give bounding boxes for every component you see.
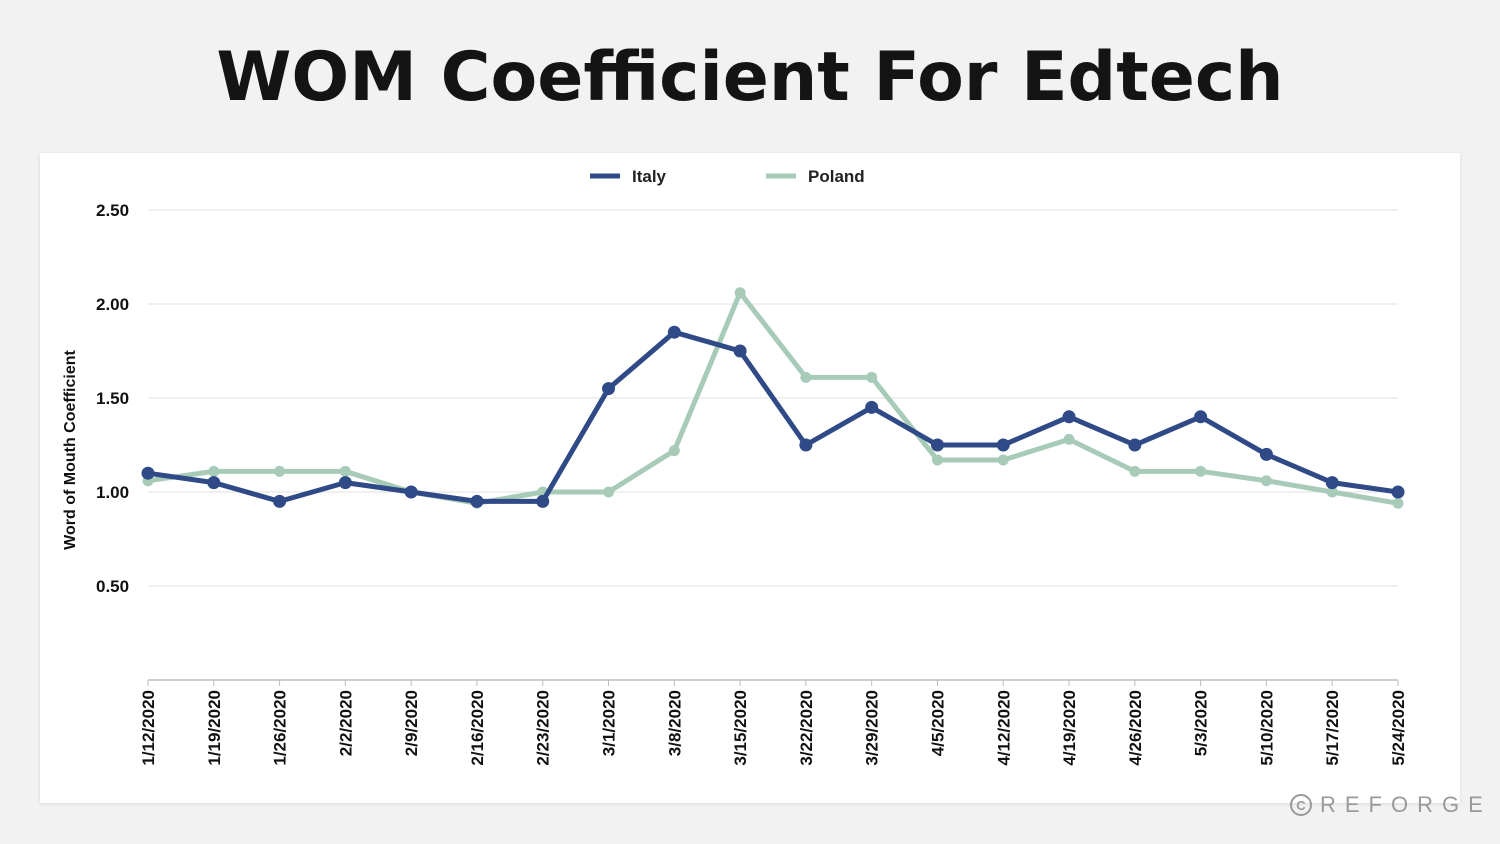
data-point-italy <box>996 438 1010 452</box>
data-point-italy <box>1128 438 1142 452</box>
data-point-poland <box>603 486 615 498</box>
data-point-italy <box>1259 447 1273 461</box>
x-tick-label: 3/22/2020 <box>797 690 816 766</box>
data-point-italy <box>799 438 813 452</box>
watermark-text: REFORGE <box>1320 792 1492 817</box>
data-point-poland <box>1129 465 1141 477</box>
x-tick-label: 5/3/2020 <box>1192 690 1211 756</box>
data-point-italy <box>273 494 287 508</box>
data-point-poland <box>800 371 812 383</box>
x-tick-label: 3/29/2020 <box>863 690 882 766</box>
data-point-poland <box>1326 486 1338 498</box>
data-point-poland <box>339 465 351 477</box>
x-tick-label: 4/19/2020 <box>1060 690 1079 766</box>
data-point-italy <box>470 494 484 508</box>
x-tick-label: 3/8/2020 <box>665 690 684 756</box>
data-point-italy <box>141 466 155 480</box>
x-tick-label: 2/9/2020 <box>402 690 421 756</box>
data-point-italy <box>404 485 418 499</box>
x-tick-label: 2/23/2020 <box>534 690 553 766</box>
copyright-icon: C <box>1290 794 1312 816</box>
data-point-italy <box>865 400 879 414</box>
y-tick-label: 1.00 <box>96 483 129 502</box>
x-tick-label: 2/2/2020 <box>336 690 355 756</box>
data-point-italy <box>667 325 681 339</box>
x-tick-label: 5/10/2020 <box>1257 690 1276 766</box>
page-title: WOM Coefficient For Edtech <box>216 38 1284 117</box>
data-point-italy <box>602 382 616 396</box>
data-point-italy <box>1062 410 1076 424</box>
data-point-italy <box>733 344 747 358</box>
y-tick-label: 2.00 <box>96 295 129 314</box>
data-point-italy <box>1391 485 1405 499</box>
series-line-poland <box>145 290 1401 506</box>
x-tick-label: 4/5/2020 <box>928 690 947 756</box>
data-point-italy <box>930 438 944 452</box>
series-italy <box>141 325 1405 508</box>
line-chart: 0.50 1.00 1.50 2.00 2.50 1/12/2020 1/19/2020 1/… <box>62 167 1408 766</box>
x-tick-label: 5/17/2020 <box>1323 690 1342 766</box>
data-point-poland <box>734 287 746 299</box>
data-point-poland <box>1063 433 1075 445</box>
data-point-poland <box>274 465 286 477</box>
x-tick-label: 1/12/2020 <box>139 690 158 766</box>
data-point-poland <box>866 371 878 383</box>
data-point-italy <box>207 476 221 490</box>
legend-item-italy: Italy <box>590 167 667 186</box>
data-point-poland <box>1195 465 1207 477</box>
legend-label-italy: Italy <box>632 167 667 186</box>
x-tick-label: 1/26/2020 <box>271 690 290 766</box>
data-point-poland <box>1260 475 1272 487</box>
series-poland <box>142 287 1404 509</box>
y-tick-label: 2.50 <box>96 201 129 220</box>
x-tick-label: 3/15/2020 <box>731 690 750 766</box>
x-tick-label: 5/24/2020 <box>1389 690 1408 766</box>
data-point-italy <box>536 494 550 508</box>
x-tick-label: 4/12/2020 <box>994 690 1013 766</box>
reforge-watermark: C REFORGE <box>1290 792 1492 818</box>
series-line-italy <box>145 329 1401 504</box>
data-point-poland <box>997 454 1009 466</box>
data-point-poland <box>668 445 680 457</box>
data-point-poland <box>931 454 943 466</box>
y-axis-title: Word of Mouth Coefficient <box>62 349 79 549</box>
y-tick-label: 0.50 <box>96 577 129 596</box>
legend-label-poland: Poland <box>808 167 865 186</box>
x-tick-label: 3/1/2020 <box>600 690 619 756</box>
data-point-poland <box>208 465 220 477</box>
data-point-italy <box>1325 476 1339 490</box>
x-tick-label: 4/26/2020 <box>1126 690 1145 766</box>
y-tick-label: 1.50 <box>96 389 129 408</box>
legend-item-poland: Poland <box>766 167 865 186</box>
data-point-italy <box>1194 410 1208 424</box>
x-tick-label: 1/19/2020 <box>205 690 224 766</box>
data-point-italy <box>338 476 352 490</box>
data-point-poland <box>1392 497 1404 509</box>
x-tick-label: 2/16/2020 <box>468 690 487 766</box>
chart-card: 0.50 1.00 1.50 2.00 2.50 1/12/2020 1/19/2020 1/… <box>40 153 1460 803</box>
